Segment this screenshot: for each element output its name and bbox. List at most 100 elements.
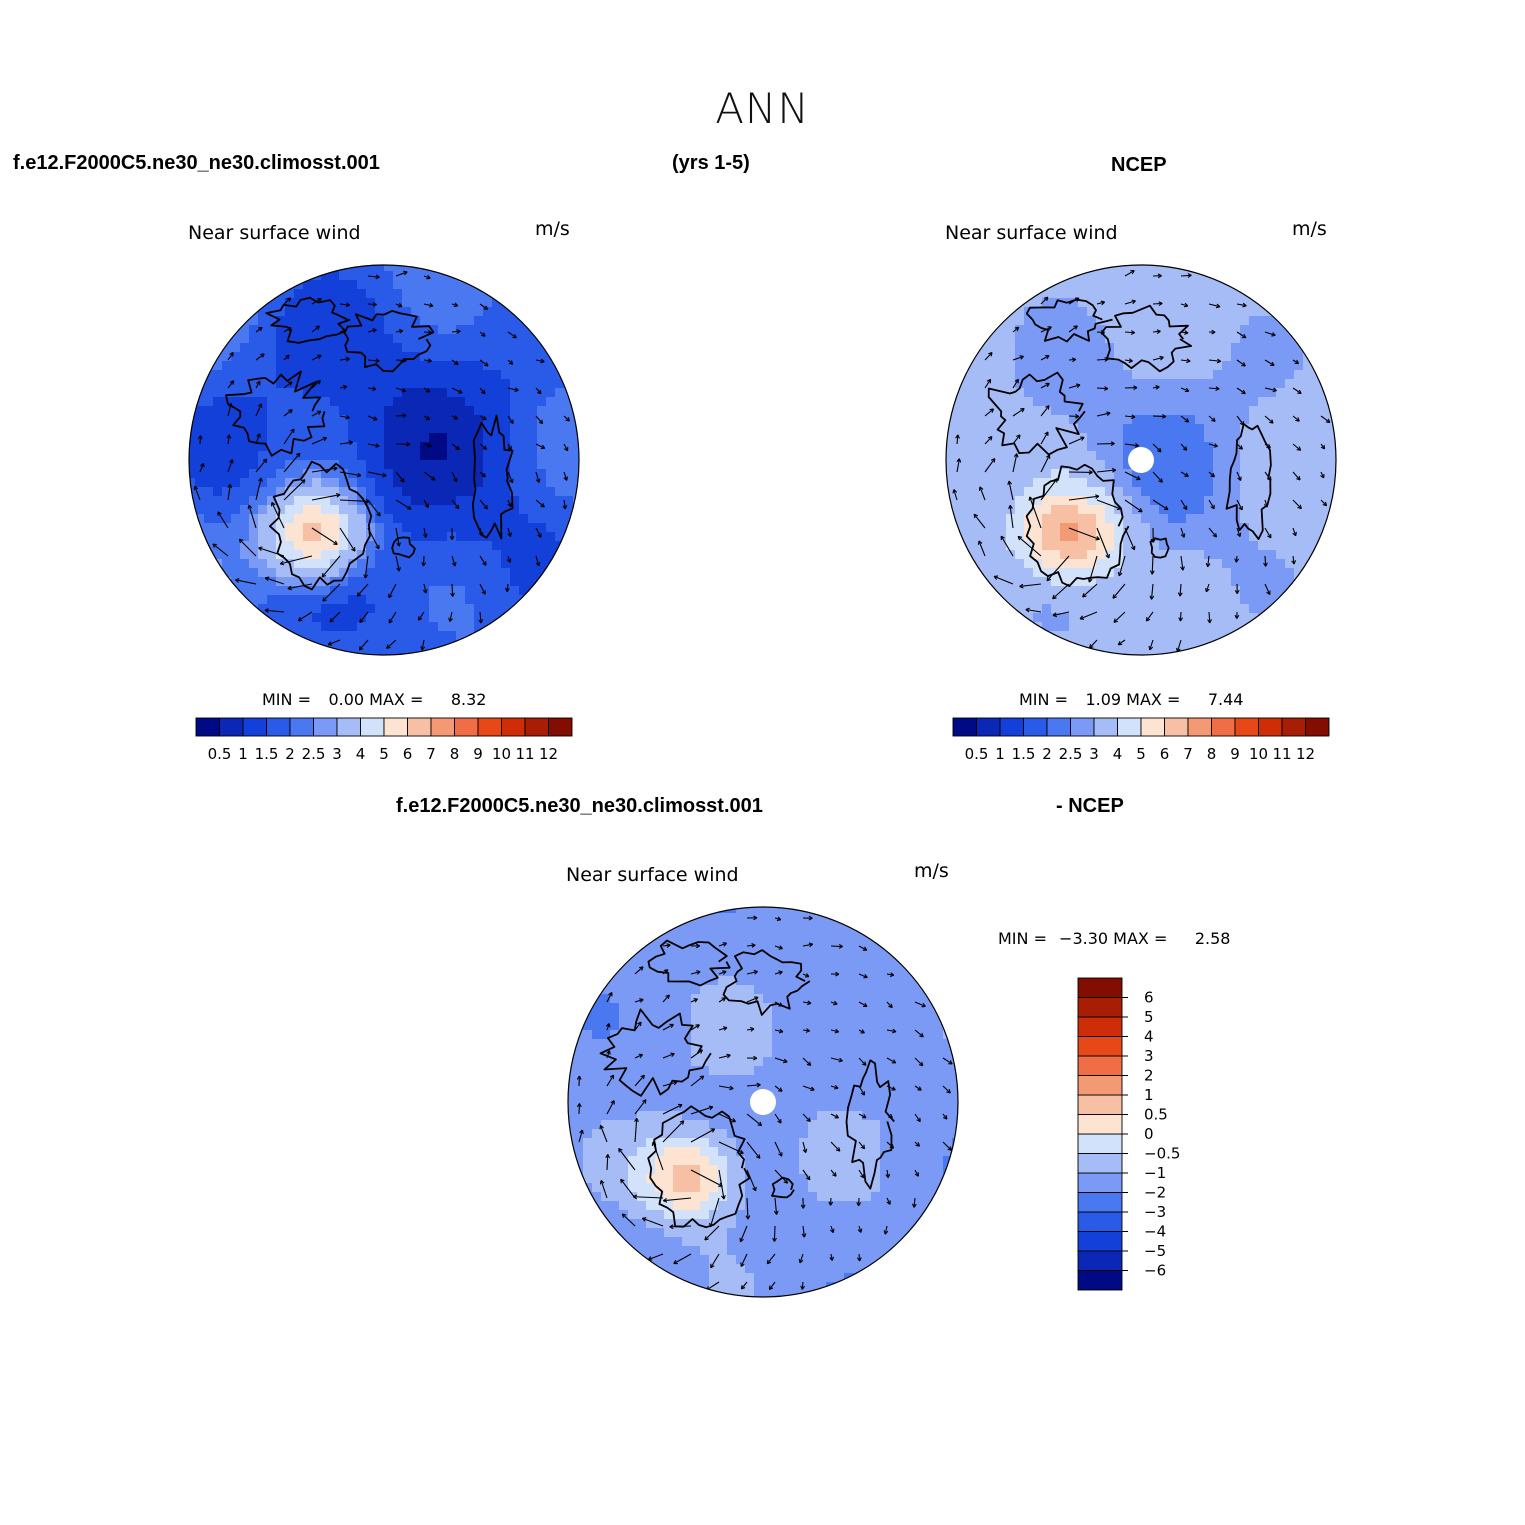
- model-colorbar-tick-label: 2.5: [302, 745, 326, 763]
- obs-colorbar-tick-label: 7: [1183, 745, 1193, 763]
- obs-colorbar-tick-label: 8: [1207, 745, 1217, 763]
- diff-wind-vectors: [576, 915, 953, 1291]
- model-colorbar-swatch: [195, 717, 220, 737]
- diff-colorbar-swatch: [1077, 977, 1123, 998]
- obs-colorbar-tick-label: 1.5: [1012, 745, 1036, 763]
- diff-minmax: MIN = −3.30 MAX = 2.58: [998, 929, 1230, 948]
- model-minmax: MIN = 0.00 MAX = 8.32: [262, 690, 486, 709]
- obs-colorbar-swatch: [976, 717, 1001, 737]
- model-polar-map: [188, 264, 580, 656]
- model-max-label: MAX =: [369, 690, 424, 709]
- model-colorbar-swatch: [360, 717, 385, 737]
- diff-colorbar-tick-label: 6: [1144, 989, 1154, 1007]
- model-colorbar-tick-label: 11: [515, 745, 534, 763]
- model-colorbar-tick-label: 9: [473, 745, 483, 763]
- model-field: [189, 265, 579, 655]
- diff-colorbar-swatch: [1077, 997, 1123, 1018]
- model-colorbar-swatch: [336, 717, 361, 737]
- diff-colorbar-tick-label: 0.5: [1144, 1106, 1168, 1124]
- obs-plot-units: m/s: [1292, 218, 1327, 240]
- obs-colorbar-swatch: [1023, 717, 1048, 737]
- obs-minmax: MIN = 1.09 MAX = 7.44: [1019, 690, 1243, 709]
- obs-colorbar-swatch: [1117, 717, 1142, 737]
- obs-colorbar-swatch: [1305, 717, 1330, 737]
- obs-colorbar: 0.5 1 1.5 2 2.5 3 4 5 6 7 8 9 10 11 12: [952, 717, 1330, 763]
- model-colorbar-tick-label: 4: [356, 745, 366, 763]
- model-colorbar-tick-label: 6: [403, 745, 413, 763]
- obs-max-value: 7.44: [1207, 690, 1244, 709]
- obs-coastlines: [987, 298, 1272, 587]
- model-colorbar-tick-label: 3: [332, 745, 342, 763]
- obs-colorbar-tick-label: 10: [1249, 745, 1268, 763]
- diff-coastlines: [599, 939, 895, 1229]
- diff-colorbar-tick-label: 0: [1144, 1125, 1154, 1143]
- model-plot-units: m/s: [535, 218, 570, 240]
- model-wind-vectors: [193, 270, 570, 651]
- diff-colorbar-tick-label: 2: [1144, 1067, 1154, 1085]
- obs-min-label: MIN =: [1019, 690, 1068, 709]
- diff-colorbar-swatch: [1077, 1094, 1123, 1115]
- obs-map-boundary: [945, 264, 1337, 656]
- obs-plot-title: Near surface wind: [945, 222, 1118, 244]
- obs-colorbar-swatch: [1187, 717, 1212, 737]
- obs-max-label: MAX =: [1126, 690, 1181, 709]
- model-colorbar-swatch: [454, 717, 479, 737]
- obs-colorbar-tick-label: 2.5: [1059, 745, 1083, 763]
- diff-colorbar-swatch: [1077, 1075, 1123, 1096]
- diff-colorbar-swatch: [1077, 1016, 1123, 1037]
- diff-colorbar-swatch: [1077, 1055, 1123, 1076]
- obs-colorbar-swatch: [999, 717, 1024, 737]
- obs-colorbar-swatch: [1234, 717, 1259, 737]
- obs-colorbar-swatch: [1281, 717, 1306, 737]
- diff-map-boundary: [567, 906, 959, 1298]
- diff-colorbar-tick-label: −3: [1144, 1203, 1166, 1221]
- model-colorbar-tick-label: 1.5: [255, 745, 279, 763]
- diff-obs-header: - NCEP: [1056, 795, 1124, 817]
- model-colorbar-swatch: [242, 717, 267, 737]
- diff-colorbar-swatch: [1077, 1211, 1123, 1232]
- diff-colorbar-swatch: [1077, 1114, 1123, 1135]
- obs-min-value: 1.09: [1085, 690, 1122, 709]
- diff-colorbar-tick-label: −6: [1144, 1262, 1166, 1280]
- obs-colorbar-tick-label: 1: [995, 745, 1005, 763]
- obs-colorbar-tick-label: 9: [1230, 745, 1240, 763]
- diff-colorbar-swatch: [1077, 1153, 1123, 1174]
- diff-field: [568, 907, 958, 1297]
- model-colorbar-swatch: [430, 717, 455, 737]
- figure-title: ANN: [715, 84, 810, 133]
- model-colorbar-swatch: [477, 717, 502, 737]
- obs-colorbar-tick-label: 12: [1296, 745, 1315, 763]
- model-colorbar-swatch: [289, 717, 314, 737]
- model-colorbar-swatch: [548, 717, 573, 737]
- diff-colorbar-swatch: [1077, 1172, 1123, 1193]
- obs-colorbar-tick-label: 11: [1272, 745, 1291, 763]
- model-colorbar-tick-label: 10: [492, 745, 511, 763]
- model-colorbar-swatch: [219, 717, 244, 737]
- model-colorbar-tick-label: 0.5: [208, 745, 232, 763]
- obs-colorbar-swatch: [1140, 717, 1165, 737]
- diff-colorbar-tick-label: −0.5: [1144, 1145, 1180, 1163]
- diff-min-label: MIN =: [998, 929, 1047, 948]
- model-colorbar-tick-label: 8: [450, 745, 460, 763]
- obs-colorbar-swatch: [1070, 717, 1095, 737]
- diff-colorbar-swatch: [1077, 1231, 1123, 1252]
- diff-colorbar-tick-label: 3: [1144, 1047, 1154, 1065]
- diff-colorbar-tick-label: −1: [1144, 1164, 1166, 1182]
- diff-plot-units: m/s: [914, 860, 949, 882]
- diff-colorbar-tick-label: 5: [1144, 1008, 1154, 1026]
- diff-colorbar-tick-label: −2: [1144, 1184, 1166, 1202]
- diff-colorbar-tick-label: −4: [1144, 1223, 1166, 1241]
- obs-pole-missing-data: [1128, 447, 1154, 473]
- model-colorbar-tick-label: 5: [379, 745, 389, 763]
- diff-colorbar-tick-label: 4: [1144, 1028, 1154, 1046]
- obs-polar-map: [945, 264, 1337, 656]
- model-plot-title: Near surface wind: [188, 222, 361, 244]
- diff-colorbar-swatch: [1077, 1036, 1123, 1057]
- obs-colorbar-swatch: [952, 717, 977, 737]
- model-min-label: MIN =: [262, 690, 311, 709]
- model-colorbar-swatch: [383, 717, 408, 737]
- diff-colorbar-tick-label: 1: [1144, 1086, 1154, 1104]
- obs-colorbar-tick-label: 4: [1113, 745, 1123, 763]
- obs-colorbar-tick-label: 0.5: [965, 745, 989, 763]
- obs-colorbar-tick-label: 2: [1042, 745, 1052, 763]
